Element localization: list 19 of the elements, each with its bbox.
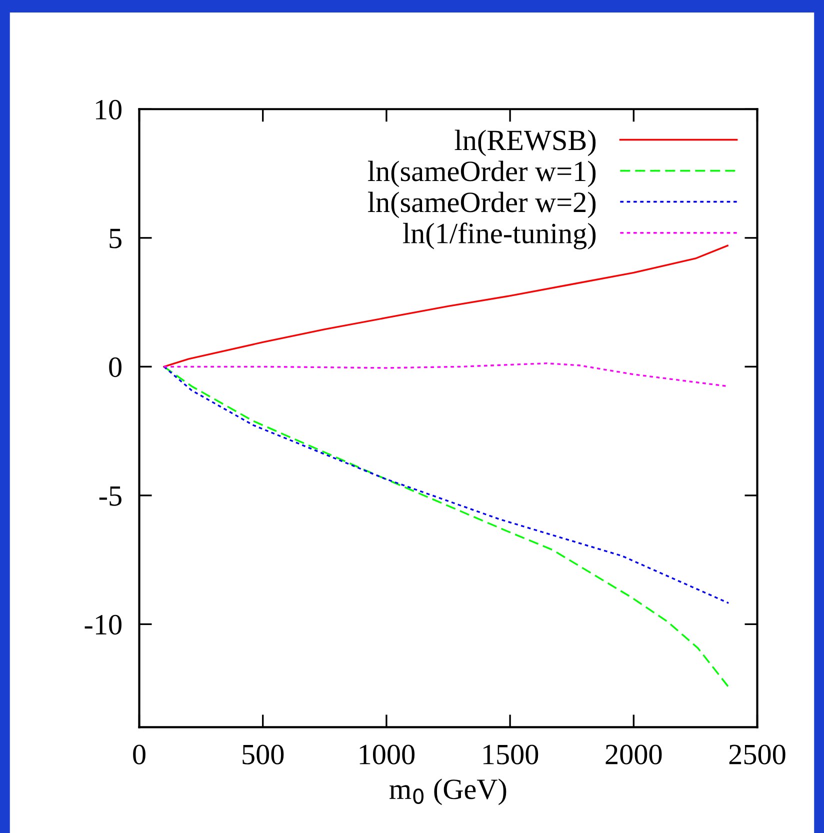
legend-label: ln(1/fine-tuning) bbox=[403, 222, 596, 250]
legend-label: ln(sameOrder w=2) bbox=[368, 192, 596, 218]
x-axis-title: m$_{0}$ (GeV) bbox=[390, 778, 506, 806]
x-tick-label: 500 bbox=[242, 744, 284, 764]
legend-label: ln(REWSB) bbox=[454, 130, 596, 156]
x-tick-label: 1000 bbox=[360, 744, 415, 764]
y-tick-label: 0 bbox=[109, 357, 122, 378]
y-tick-label: -5 bbox=[99, 486, 122, 506]
y-tick-label: 5 bbox=[110, 228, 122, 248]
x-tick-label: 2000 bbox=[606, 744, 662, 764]
line-series bbox=[163, 362, 728, 388]
legend-label: ln(sameOrder w=1) bbox=[368, 160, 596, 188]
line-series bbox=[163, 366, 730, 688]
y-tick-label: -10 bbox=[84, 614, 122, 635]
x-tick-label: 1500 bbox=[483, 744, 538, 764]
y-tick-label: 10 bbox=[96, 100, 122, 120]
x-tick-label: 2500 bbox=[729, 744, 786, 764]
line-series bbox=[163, 366, 730, 604]
x-tick-label: 0 bbox=[133, 744, 146, 764]
